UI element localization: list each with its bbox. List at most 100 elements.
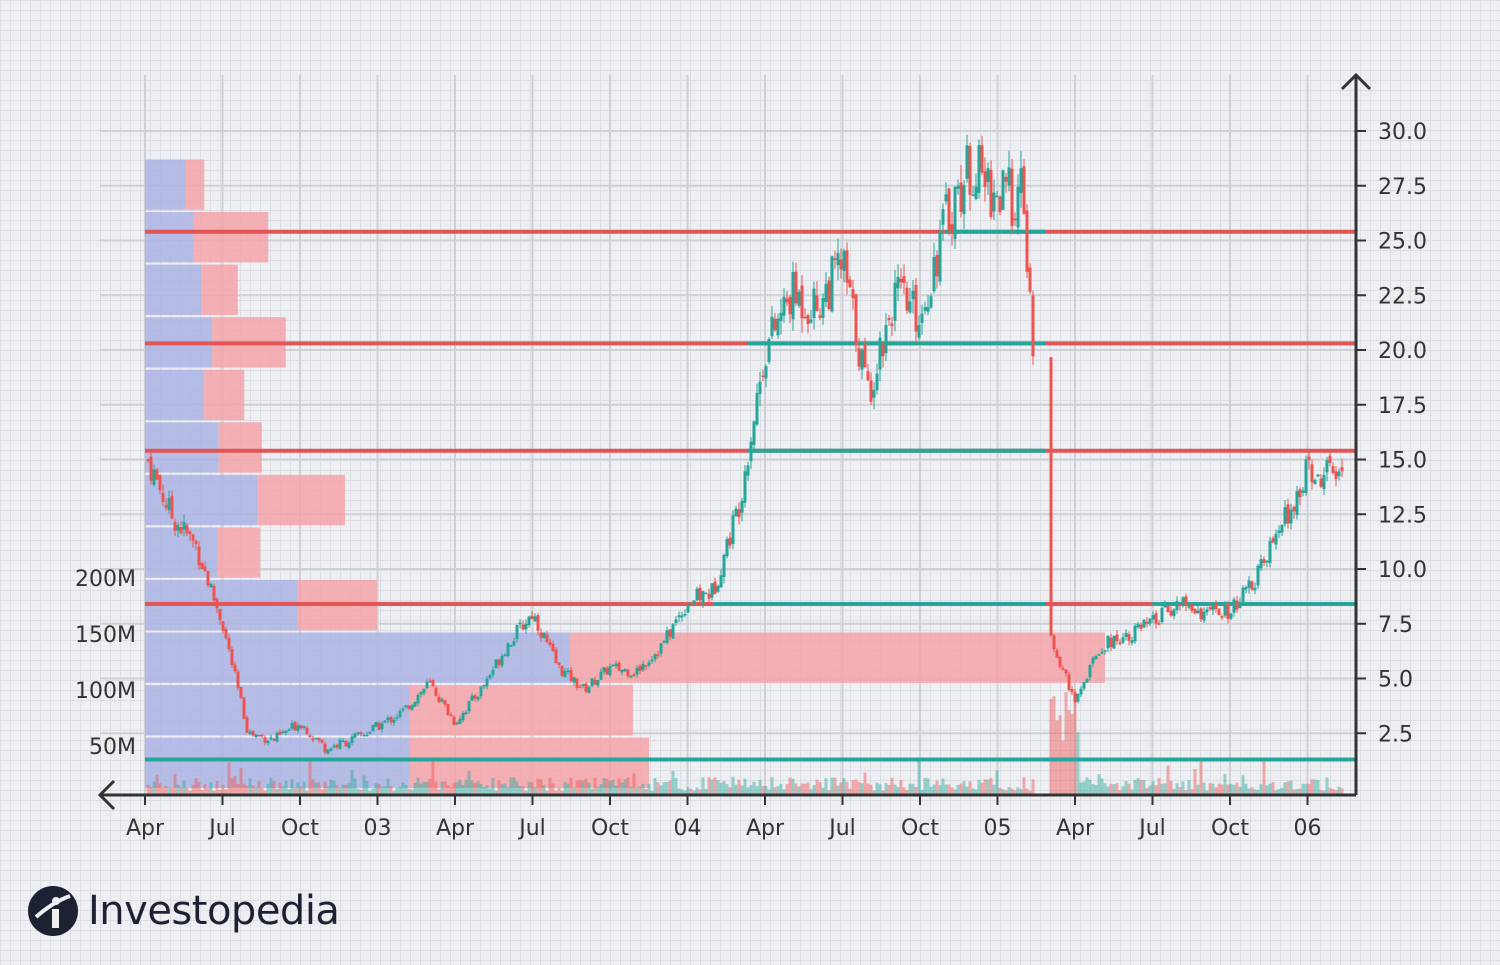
volume-bar xyxy=(704,788,708,795)
volume-bar xyxy=(1181,781,1185,795)
candle-body xyxy=(1154,613,1158,624)
volume-bar xyxy=(917,761,921,795)
candle-body xyxy=(605,667,609,675)
candle-body xyxy=(602,667,606,672)
volume-bar xyxy=(461,784,465,795)
volume-bar xyxy=(1124,780,1128,795)
candle-body xyxy=(689,602,693,605)
volume-bar xyxy=(416,777,420,795)
candle-body xyxy=(1133,625,1137,642)
volume-bar xyxy=(845,781,849,795)
volume-bar xyxy=(407,788,411,795)
candle-body xyxy=(989,169,993,217)
candle-body xyxy=(1271,538,1275,543)
volume-bar xyxy=(770,777,774,795)
candle-body xyxy=(194,540,198,545)
candle-body xyxy=(593,679,597,685)
candle-body xyxy=(503,654,507,657)
volume-bar xyxy=(983,779,987,795)
volume-bar xyxy=(827,790,831,795)
candle-body xyxy=(905,287,909,311)
volume-bar xyxy=(893,784,897,795)
volume-bar xyxy=(779,783,783,795)
volume-bar xyxy=(458,779,462,795)
volume-bar xyxy=(1076,732,1080,795)
volume-bar xyxy=(1028,790,1032,795)
candle-body xyxy=(242,697,246,719)
candle-body xyxy=(1274,533,1278,545)
volume-bar xyxy=(1001,789,1005,795)
volume-bar xyxy=(656,782,660,795)
profile-sell-bar xyxy=(569,632,1105,683)
candle-body xyxy=(1202,611,1206,621)
candle-body xyxy=(428,680,432,683)
candle-body xyxy=(497,659,501,665)
candle-body xyxy=(1319,478,1323,487)
volume-bar xyxy=(608,780,612,795)
volume-bar xyxy=(1277,788,1281,795)
candle-body xyxy=(1127,634,1131,641)
candle-body xyxy=(389,717,393,723)
volume-bar xyxy=(581,780,585,795)
volume-bar xyxy=(425,781,429,795)
candle-body xyxy=(662,641,666,643)
volume-bar xyxy=(275,788,279,795)
volume-bar xyxy=(632,773,636,795)
volume-bar xyxy=(806,782,810,795)
volume-bar xyxy=(380,786,384,795)
candle-body xyxy=(239,687,243,698)
volume-bar xyxy=(863,772,867,795)
volume-bar xyxy=(1244,783,1248,795)
candle-body xyxy=(482,684,486,687)
candle-body xyxy=(203,566,207,572)
candle-body xyxy=(1175,601,1179,611)
volume-bar xyxy=(332,780,336,795)
volume-bar xyxy=(413,782,417,795)
candle-body xyxy=(1094,655,1098,660)
volume-bar xyxy=(842,778,846,795)
candle-body xyxy=(611,664,615,667)
candle-body xyxy=(1235,600,1239,610)
candle-body xyxy=(1331,466,1335,473)
volume-bar xyxy=(947,784,951,795)
candle-body xyxy=(842,250,846,271)
volume-bar xyxy=(671,770,675,795)
candle-body xyxy=(299,725,303,729)
candle-body xyxy=(908,301,912,313)
candle-body xyxy=(233,664,237,672)
volume-bar xyxy=(860,783,864,795)
volume-bar xyxy=(410,789,414,795)
volume-bar xyxy=(761,785,765,795)
candle-body xyxy=(365,734,369,737)
volume-bar xyxy=(1298,788,1302,795)
candle-body xyxy=(944,194,948,202)
x-tick-label: Apr xyxy=(126,816,165,841)
candle-body xyxy=(746,465,750,476)
volume-bar xyxy=(677,788,681,795)
volume-bar xyxy=(1112,784,1116,795)
candle-body xyxy=(1166,605,1170,612)
volume-bar xyxy=(641,783,645,795)
candle-body xyxy=(1013,218,1017,221)
volume-bar xyxy=(479,783,483,795)
volume-bar xyxy=(476,781,480,795)
volume-bar xyxy=(1193,769,1197,795)
candle-body xyxy=(713,581,717,594)
candle-body xyxy=(1289,509,1293,524)
volume-bar xyxy=(1109,783,1113,795)
candle-body xyxy=(1115,634,1119,642)
volume-bar xyxy=(158,783,162,795)
volume-tick-label: 100M xyxy=(75,679,136,704)
candle-body xyxy=(1085,679,1089,683)
volume-bar xyxy=(956,784,960,795)
volume-bar xyxy=(650,790,654,795)
candle-body xyxy=(845,250,849,283)
candle-body xyxy=(1256,565,1260,586)
volume-bar xyxy=(245,785,249,795)
candle-body xyxy=(1100,652,1104,654)
volume-bar xyxy=(614,785,618,795)
candle-body xyxy=(377,722,381,730)
candle-body xyxy=(521,624,525,630)
candle-body xyxy=(470,695,474,701)
volume-bar xyxy=(839,782,843,795)
